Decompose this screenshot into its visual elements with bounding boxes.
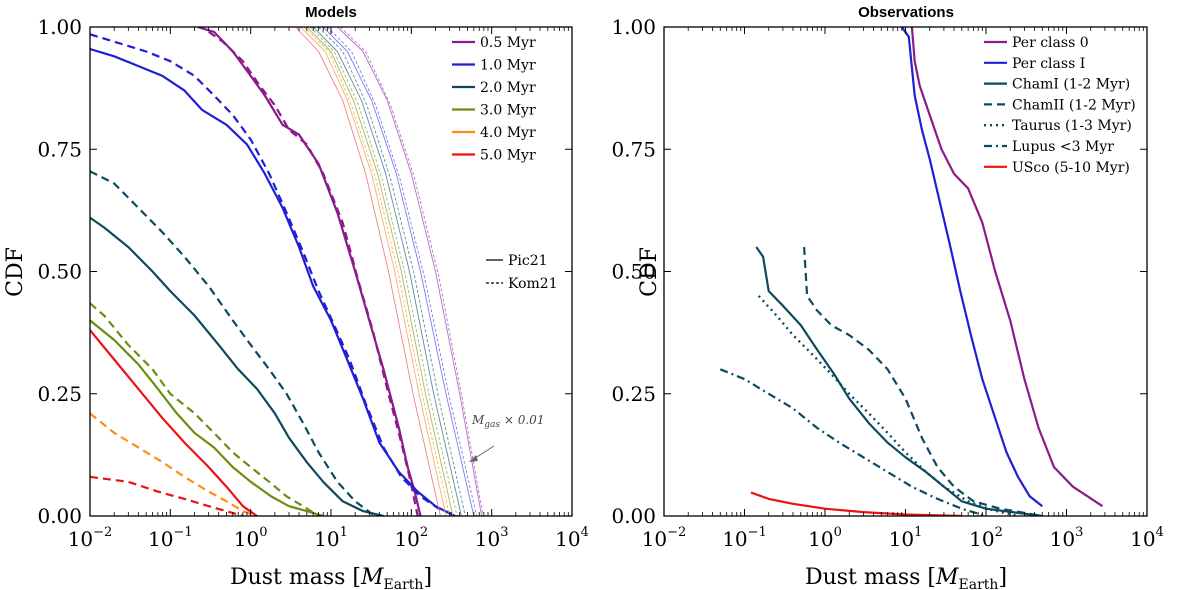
series-line-6	[90, 319, 324, 516]
models-plot: 10−2 10−1 100 101 102 103 104 0.00 0.25 0.50 0.75 1…	[37, 15, 588, 551]
y-tick-label: 1.00	[611, 15, 656, 39]
series-line-19	[300, 27, 447, 516]
series-line-11	[337, 27, 483, 516]
style-legend-label-0: Pic21	[508, 253, 548, 269]
legend-label-1: 1.0 Myr	[480, 58, 536, 74]
legend-label-3: 3.0 Myr	[480, 103, 536, 119]
observations-xlabel: Dust mass [MEarth]	[805, 565, 1007, 590]
series-line-20	[303, 27, 451, 516]
models-xlabel: Dust mass [MEarth]	[230, 565, 432, 590]
series-line-17	[306, 27, 454, 516]
series-line-13	[322, 27, 475, 516]
series-line-2	[755, 246, 1043, 516]
y-tick-label: 0.00	[611, 504, 656, 528]
legend-label-2: 2.0 Myr	[480, 80, 536, 96]
legend-label-6: USco (5-10 Myr)	[1012, 160, 1130, 176]
y-tick-label: 0.50	[37, 260, 82, 284]
series-line-10	[90, 475, 244, 516]
y-tick-label: 0.25	[611, 382, 656, 406]
y-tick-label: 0.25	[37, 382, 82, 406]
y-tick-label: 0.75	[611, 137, 656, 161]
legend-label-0: Per class 0	[1012, 35, 1089, 51]
series-line-5	[90, 170, 376, 516]
observations-plot: 10−2 10−1 100 101 102 103 104 0.00 0.25 0.50 0.75 1…	[611, 15, 1163, 551]
y-tick-label: 1.00	[37, 15, 82, 39]
x-tick-label: 102	[394, 525, 428, 551]
x-tick-label: 104	[555, 525, 589, 551]
series-line-15	[312, 27, 462, 516]
models-title: Models	[305, 4, 357, 21]
series-line-3	[90, 33, 459, 516]
legend-label-0: 0.5 Myr	[480, 35, 536, 51]
x-tick-label: 100	[808, 525, 842, 551]
legend-label-4: 4.0 Myr	[480, 125, 536, 141]
plot-frame	[89, 26, 573, 517]
series-line-9	[90, 329, 258, 516]
series-line-3	[803, 246, 1043, 516]
style-legend-label-1: Kom21	[508, 276, 558, 292]
series-line-2	[90, 47, 456, 516]
x-tick-label: 102	[969, 525, 1003, 551]
legend-label-5: 5.0 Myr	[480, 148, 536, 164]
series-line-12	[339, 27, 484, 516]
x-tick-label: 10−1	[148, 525, 193, 551]
series-line-7	[90, 302, 320, 516]
series-line-0	[910, 27, 1104, 508]
y-tick-label: 0.50	[611, 260, 656, 284]
x-tick-label: 104	[1130, 525, 1164, 551]
y-tick-label: 0.00	[37, 504, 82, 528]
legend-label-5: Lupus <3 Myr	[1012, 139, 1114, 155]
x-tick-label: 103	[475, 525, 509, 551]
x-tick-label: 101	[889, 525, 923, 551]
series-line-18	[309, 27, 458, 516]
x-tick-label: 101	[314, 525, 348, 551]
series-line-5	[719, 368, 987, 516]
series-line-8	[90, 412, 258, 516]
series-group	[90, 27, 484, 516]
series-line-14	[326, 27, 478, 516]
legend-label-2: ChamI (1-2 Myr)	[1012, 77, 1130, 93]
series-line-4	[757, 295, 1019, 516]
series-line-4	[90, 216, 384, 516]
x-tick-label: 103	[1050, 525, 1084, 551]
x-tick-label: 10−1	[722, 525, 767, 551]
annotation-arrow-head	[469, 455, 478, 462]
series-line-1	[900, 27, 1043, 508]
observations-ylabel: CDF	[637, 247, 662, 297]
series-line-21	[295, 27, 441, 516]
x-tick-label: 10−2	[68, 525, 113, 551]
x-tick-label: 10−2	[642, 525, 687, 551]
x-tick-label: 100	[234, 525, 268, 551]
models-ylabel: CDF	[3, 247, 28, 297]
series-line-1	[208, 30, 419, 516]
legend-label-4: Taurus (1-3 Myr)	[1012, 118, 1132, 134]
legend-label-1: Per class I	[1012, 56, 1085, 72]
legend-label-3: ChamII (1-2 Myr)	[1012, 97, 1136, 113]
series-line-16	[318, 27, 466, 516]
y-tick-label: 0.75	[37, 137, 82, 161]
mgas-annotation: Mgas × 0.01	[471, 413, 544, 430]
observations-title: Observations	[858, 4, 954, 21]
